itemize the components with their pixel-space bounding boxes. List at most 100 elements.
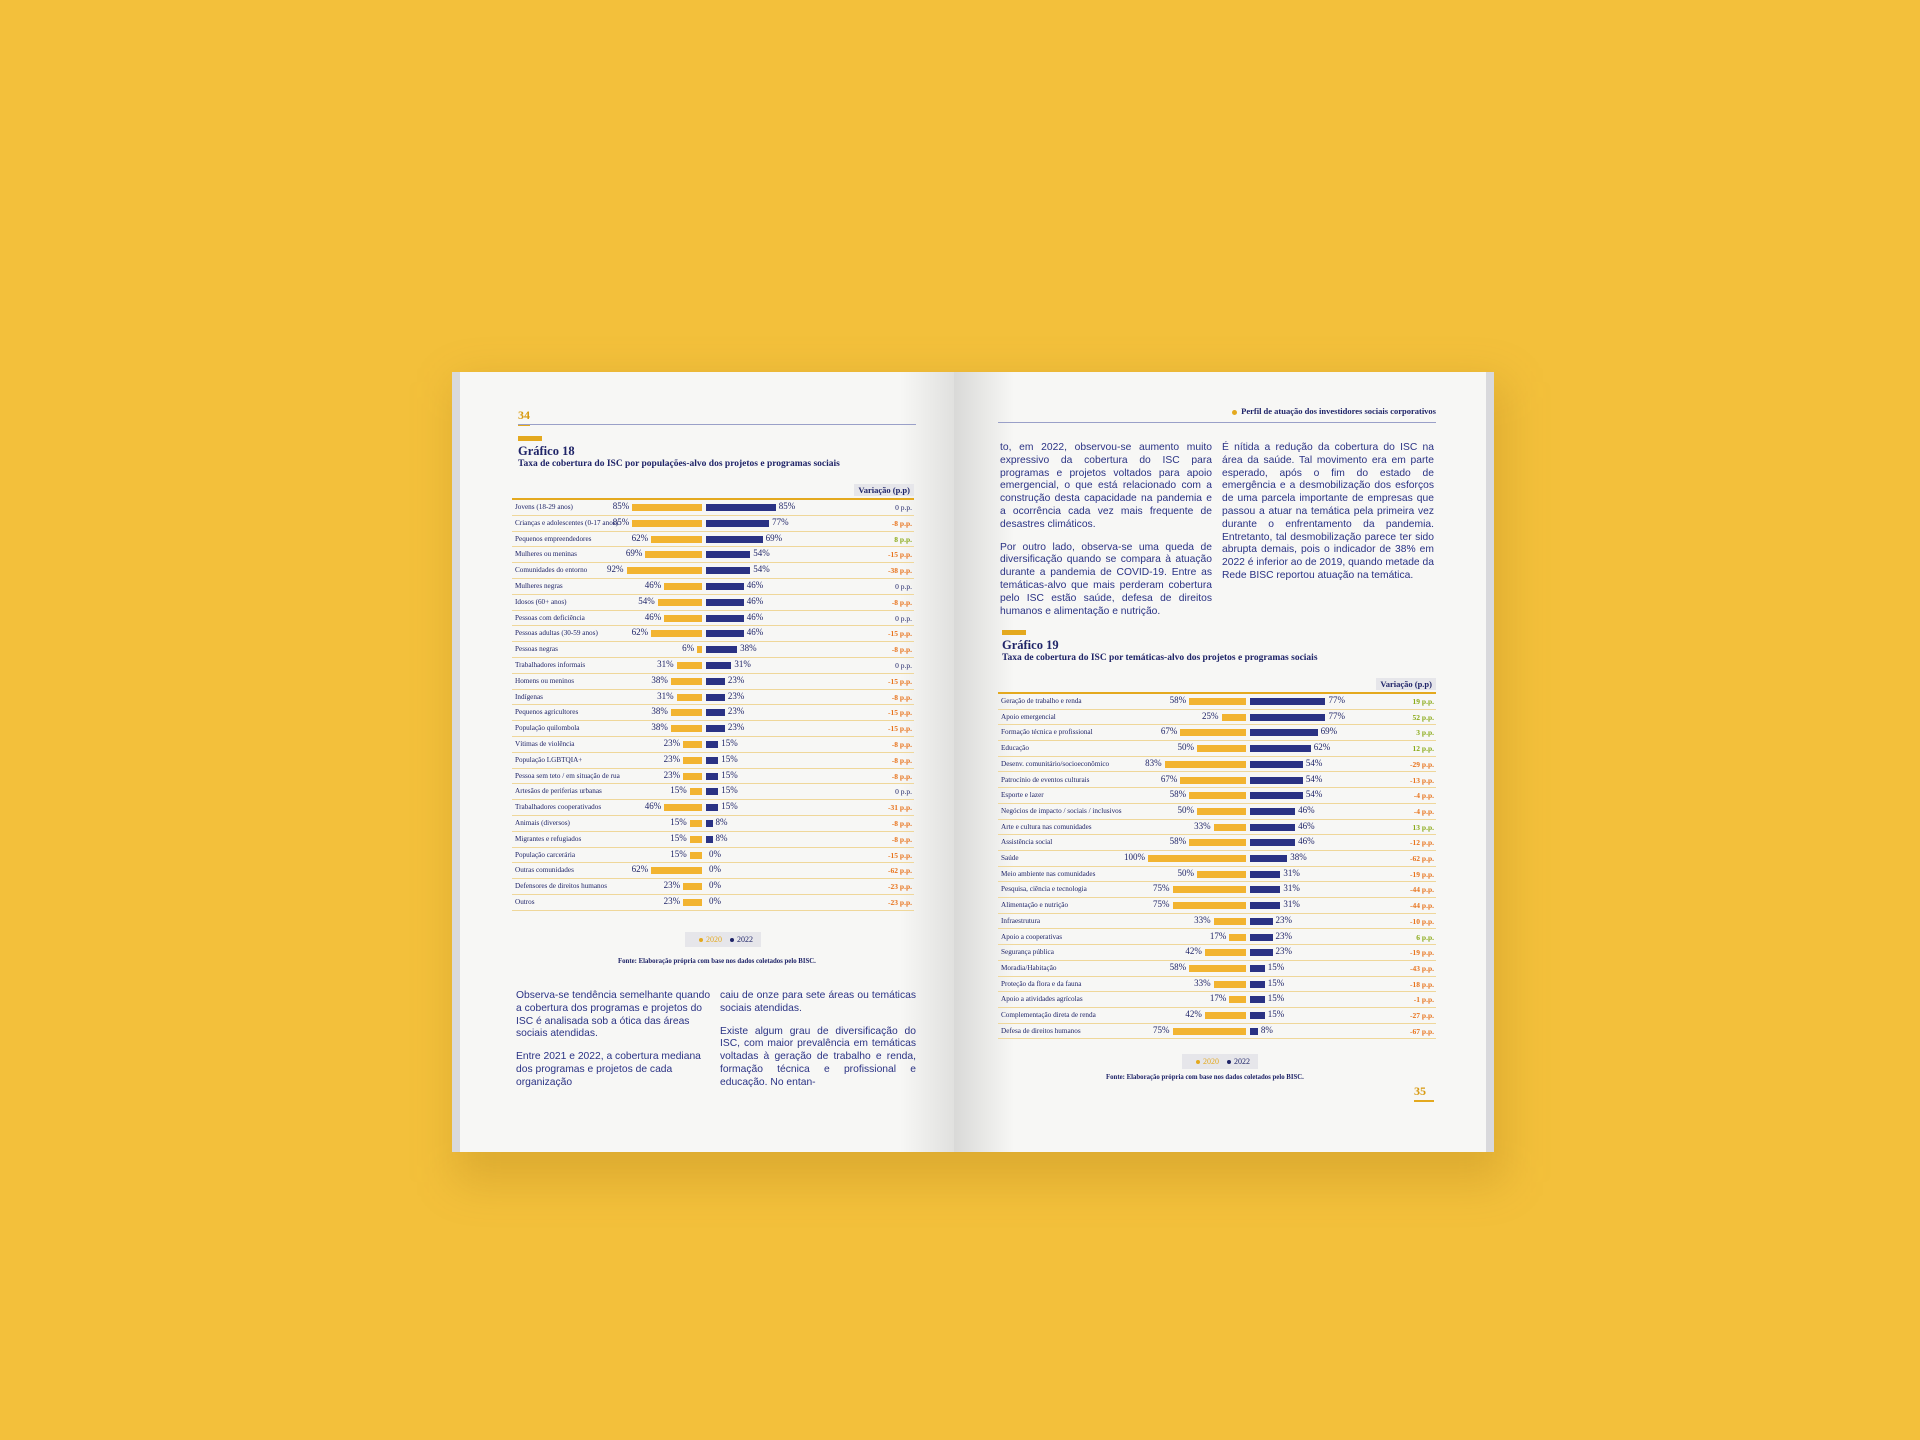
bar-2022 xyxy=(706,662,732,669)
legend-dot-2022 xyxy=(730,938,734,943)
bar-2020 xyxy=(1148,855,1246,862)
category-label: Pessoas com deficiência xyxy=(515,613,585,622)
variation-value: 3 p.p. xyxy=(1416,728,1434,738)
category-label: Pequenos empreendedores xyxy=(515,534,592,543)
chart-row: Pessoas com deficiência 46% 46% 0 p.p. xyxy=(512,611,914,627)
value-label-2020: 92% xyxy=(607,564,624,575)
bar-2020 xyxy=(1197,745,1246,753)
bar-2022 xyxy=(706,614,744,622)
bar-2022 xyxy=(706,788,719,796)
category-label: Vítimas de violência xyxy=(515,740,575,748)
category-label: Geração de trabalho e renda xyxy=(1001,697,1082,705)
paragraph: Existe algum grau de diversificação do I… xyxy=(720,1025,916,1088)
gutter-shadow xyxy=(954,372,1014,1152)
value-label-2022: 15% xyxy=(721,801,738,812)
variation-value: -4 p.p. xyxy=(1413,806,1434,816)
variation-value: -19 p.p. xyxy=(1410,948,1434,958)
variation-value: 0 p.p. xyxy=(895,503,912,512)
chart-row: Comunidades do entorno 92% 54% -38 p.p. xyxy=(512,563,914,579)
chart-row: População LGBTQIA+ 23% 15% -8 p.p. xyxy=(512,753,914,769)
bar-2020 xyxy=(1172,886,1246,894)
running-head: Perfil de atuação dos investidores socia… xyxy=(1232,406,1436,416)
bar-2020 xyxy=(632,504,702,511)
bar-2022 xyxy=(1250,839,1296,847)
category-label: Negócios de impacto / sociais / inclusiv… xyxy=(1001,806,1122,815)
bar-2022 xyxy=(706,804,719,812)
chart-row: Infraestrutura 33% 23% -10 p.p. xyxy=(998,914,1436,930)
bar-2022 xyxy=(1250,1012,1265,1019)
bar-2020 xyxy=(651,867,702,875)
chart-row: Crianças e adolescentes (0-17 anos) 85% 77… xyxy=(512,516,914,532)
variation-value: -1 p.p. xyxy=(1413,995,1434,1005)
bar-2020 xyxy=(670,677,702,685)
chart-row: Complementação direta de renda 42% 15% -27 … xyxy=(998,1008,1436,1024)
value-label-2020: 100% xyxy=(1124,852,1145,862)
bar-2020 xyxy=(1164,760,1246,768)
value-label-2022: 8% xyxy=(715,817,728,827)
chart-row: Trabalhadores informais 31% 31% 0 p.p. xyxy=(512,658,914,674)
bar-2022 xyxy=(706,551,751,559)
category-label: Proteção da flora e da fauna xyxy=(1001,979,1082,988)
value-label-2022: 69% xyxy=(765,532,783,543)
page-number: 34 xyxy=(518,408,530,422)
value-label-2022: 38% xyxy=(740,643,757,654)
value-label-2022: 23% xyxy=(1275,914,1293,925)
value-label-2022: 0% xyxy=(709,864,721,875)
chart-row: Desenv. comunitário/socioeconômico 83% 54%… xyxy=(998,757,1436,773)
bar-2022 xyxy=(706,519,770,527)
bar-2022 xyxy=(706,835,713,843)
chart-row: Apoio emergencial 25% 77% 52 p.p. xyxy=(998,710,1436,726)
value-label-2020: 58% xyxy=(1169,695,1187,705)
chart-row: Idosos (60+ anos) 54% 46% -8 p.p. xyxy=(512,595,914,611)
running-head-text: Perfil de atuação dos investidores socia… xyxy=(1241,406,1436,416)
bar-2022 xyxy=(1250,886,1281,894)
variation-header: Variação (p.p) xyxy=(1376,678,1436,690)
paragraph: Observa-se tendência semelhante quando a… xyxy=(516,990,711,1040)
bar-2020 xyxy=(676,662,702,669)
chart-row: Indígenas 31% 23% -8 p.p. xyxy=(512,690,914,706)
chart-18-legend: 2020 2022 xyxy=(685,932,761,947)
bar-2020 xyxy=(689,835,702,843)
chart-row: Vítimas de violência 23% 15% -8 p.p. xyxy=(512,737,914,753)
value-label-2020: 46% xyxy=(644,580,662,590)
bar-2022 xyxy=(706,535,763,543)
value-label-2020: 62% xyxy=(631,532,649,543)
category-label: Trabalhadores cooperativados xyxy=(515,803,602,812)
variation-value: -38 p.p. xyxy=(888,566,912,576)
category-label: Outros xyxy=(515,898,535,906)
category-label: Defesa de direitos humanos xyxy=(1001,1026,1081,1035)
header-rule xyxy=(998,422,1436,423)
legend-2022: 2022 xyxy=(737,935,753,944)
bar-2022 xyxy=(1250,823,1296,831)
variation-value: -27 p.p. xyxy=(1410,1011,1434,1020)
bar-2020 xyxy=(1213,980,1246,988)
variation-value: 0 p.p. xyxy=(895,661,912,670)
chart-row: Geração de trabalho e renda 58% 77% 19 p.p. xyxy=(998,694,1436,710)
bar-2022 xyxy=(706,820,713,827)
bar-2022 xyxy=(1250,902,1281,910)
value-label-2022: 77% xyxy=(1328,695,1345,705)
chart-row: Pessoa sem teto / em situação de rua 23% 1… xyxy=(512,769,914,785)
variation-value: -15 p.p. xyxy=(888,629,912,639)
value-label-2022: 31% xyxy=(1283,899,1300,910)
variation-value: -8 p.p. xyxy=(891,692,912,702)
left-page: 34 Gráfico 18 Taxa de cobertura do ISC p… xyxy=(452,372,960,1152)
value-label-2020: 67% xyxy=(1160,726,1178,737)
bar-2022 xyxy=(706,772,719,780)
variation-value: -67 p.p. xyxy=(1410,1026,1434,1036)
bar-2022 xyxy=(1250,713,1326,721)
header-rule xyxy=(518,424,916,425)
variation-value: -15 p.p. xyxy=(888,724,912,734)
bar-2020 xyxy=(1172,1027,1246,1035)
value-label-2020: 38% xyxy=(651,706,668,717)
value-label-2020: 58% xyxy=(1169,961,1187,972)
value-label-2022: 23% xyxy=(1275,930,1293,941)
chart-subtitle: Taxa de cobertura do ISC por populações-… xyxy=(518,459,840,469)
value-label-2022: 0% xyxy=(709,848,721,859)
category-label: Arte e cultura nas comunidades xyxy=(1001,822,1092,831)
bar-2022 xyxy=(1250,917,1273,925)
variation-value: -29 p.p. xyxy=(1410,759,1434,769)
category-label: Apoio a cooperativas xyxy=(1001,932,1063,941)
bar-2020 xyxy=(1229,933,1246,941)
value-label-2022: 31% xyxy=(734,659,751,669)
